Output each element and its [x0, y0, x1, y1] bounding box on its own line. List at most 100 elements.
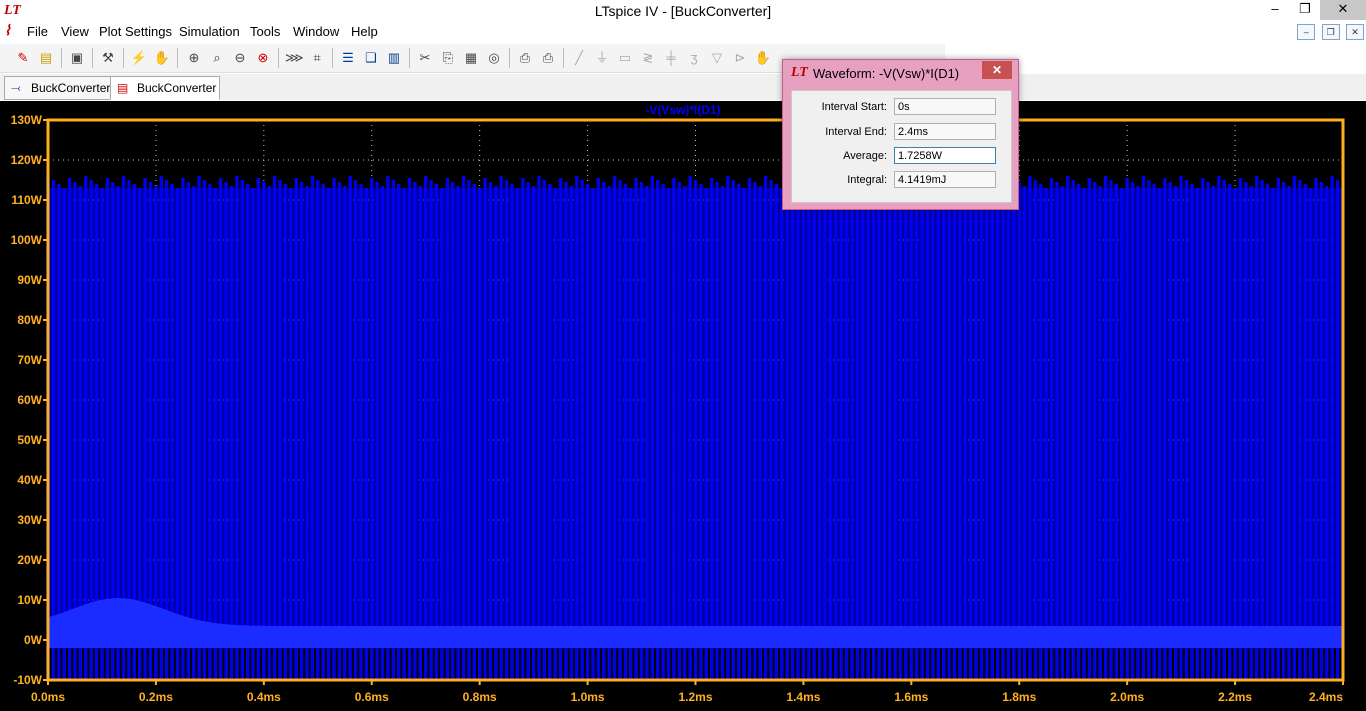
print-setup-icon[interactable]: ⎙: [519, 50, 531, 65]
menu-file[interactable]: File: [27, 24, 48, 39]
control-panel-icon[interactable]: ⚒: [102, 50, 114, 65]
interval-start-field[interactable]: 0s: [894, 98, 996, 115]
cut-icon[interactable]: ✂: [419, 50, 431, 65]
new-schematic-icon[interactable]: ✎: [17, 50, 29, 65]
y-tick-label: 50W: [17, 433, 42, 447]
average-field[interactable]: 1.7258W: [894, 147, 996, 164]
tab-label: BuckConverter: [137, 81, 217, 95]
waveform-doc-icon[interactable]: ⌇: [4, 24, 11, 39]
zoom-in-icon[interactable]: ⊕: [188, 50, 200, 65]
average-row: Average: 1.7258W: [792, 146, 1011, 168]
y-tick-label: 80W: [17, 313, 42, 327]
toolbar-separator: [332, 48, 333, 68]
run-icon[interactable]: ⚡: [130, 50, 148, 65]
y-tick-label: 0W: [24, 633, 43, 647]
inductor-icon[interactable]: ʒ: [690, 50, 698, 65]
x-tick-label: 2.0ms: [1110, 690, 1144, 704]
move-icon[interactable]: ✋: [754, 50, 772, 65]
document-tabs: ⤙ BuckConverter ▤ BuckConverter: [0, 74, 1366, 100]
y-tick-label: 20W: [17, 553, 42, 567]
interval-start-label: Interval Start:: [821, 101, 887, 113]
x-tick-label: 1.8ms: [1002, 690, 1036, 704]
trace-label[interactable]: -V(Vsw)*I(D1): [645, 103, 721, 117]
waveform-icon: ▤: [117, 81, 129, 95]
label-net-icon[interactable]: ▭: [618, 50, 632, 65]
print-icon[interactable]: ⎙: [542, 50, 554, 65]
restore-button[interactable]: ❐: [1299, 1, 1311, 16]
cascade-icon[interactable]: ❏: [365, 50, 377, 65]
toolbar-separator: [61, 48, 62, 68]
menu-tools[interactable]: Tools: [250, 24, 281, 39]
x-tick-label: 0.4ms: [247, 690, 281, 704]
menu-help[interactable]: Help: [351, 24, 378, 39]
x-tick-label: 0.8ms: [463, 690, 497, 704]
average-label: Average:: [843, 150, 887, 162]
menu-bar: ⌇ File View Plot Settings Simulation Too…: [0, 22, 1366, 42]
waveform-chart[interactable]: 0.0ms 0.2ms 0.4ms 0.6ms 0.8ms 1.0ms 1.2ms 1.4ms…: [0, 101, 1366, 711]
dialog-title-bar[interactable]: LT Waveform: -V(Vsw)*I(D1) ✕: [783, 60, 1018, 86]
interval-end-field[interactable]: 2.4ms: [894, 123, 996, 140]
paste-icon[interactable]: ▦: [464, 50, 478, 65]
mdi-close-button[interactable]: ✕: [1346, 24, 1364, 40]
menu-view[interactable]: View: [61, 24, 89, 39]
menu-simulation[interactable]: Simulation: [179, 24, 240, 39]
zoom-fit-icon[interactable]: ⊗: [257, 50, 269, 65]
close-button[interactable]: ✕: [1320, 0, 1366, 20]
toolbar-separator: [409, 48, 410, 68]
mdi-restore-button[interactable]: ❐: [1321, 24, 1340, 40]
toolbar-separator: [123, 48, 124, 68]
copy-icon[interactable]: ⎘: [442, 50, 454, 65]
autorange-icon[interactable]: ⋙: [285, 50, 304, 65]
tab-waveform[interactable]: ▤ BuckConverter: [110, 76, 220, 100]
ltspice-logo-icon: LT: [4, 3, 21, 18]
tab-schematic[interactable]: ⤙ BuckConverter: [4, 76, 114, 100]
x-tick-label: 1.2ms: [678, 690, 712, 704]
x-tick-label: 0.2ms: [139, 690, 173, 704]
y-tick-label: 90W: [17, 273, 42, 287]
title-bar: LT LTspice IV - [BuckConverter] – ❐ ✕: [0, 0, 1366, 22]
save-icon[interactable]: ▣: [70, 50, 84, 65]
y-tick-label: 120W: [11, 153, 43, 167]
diode-icon[interactable]: ▽: [712, 50, 722, 65]
ground-icon[interactable]: ⏚: [595, 50, 609, 65]
integral-field[interactable]: 4.1419mJ: [894, 171, 996, 188]
toolbar-separator: [563, 48, 564, 68]
tile-vertical-icon[interactable]: ▥: [387, 50, 401, 65]
resistor-icon[interactable]: ≷: [642, 50, 654, 65]
minimize-button[interactable]: –: [1271, 1, 1279, 16]
x-tick-label: 1.0ms: [571, 690, 605, 704]
menu-plot-settings[interactable]: Plot Settings: [99, 24, 172, 39]
toolbar-separator: [177, 48, 178, 68]
y-tick-label: 60W: [17, 393, 42, 407]
tab-label: BuckConverter: [31, 81, 111, 95]
wire-icon[interactable]: ╱: [575, 50, 583, 65]
capacitor-icon[interactable]: ╪: [666, 50, 676, 65]
waveform-plot[interactable]: 0.0ms 0.2ms 0.4ms 0.6ms 0.8ms 1.0ms 1.2ms 1.4ms…: [0, 101, 1366, 711]
y-tick-label: 70W: [17, 353, 42, 367]
dialog-close-button[interactable]: ✕: [982, 61, 1012, 79]
mdi-minimize-button[interactable]: –: [1297, 24, 1316, 40]
waveform-baseline-band: [48, 598, 1343, 648]
interval-end-label: Interval End:: [825, 126, 887, 138]
find-icon[interactable]: ◎: [488, 50, 500, 65]
y-tick-label: 10W: [17, 593, 42, 607]
dialog-title: Waveform: -V(Vsw)*I(D1): [813, 66, 960, 81]
toolbar-separator: [509, 48, 510, 68]
interval-end-row: Interval End: 2.4ms: [792, 122, 1011, 144]
open-icon[interactable]: ▤: [39, 50, 53, 65]
x-tick-label: 2.2ms: [1218, 690, 1252, 704]
y-tick-label: 40W: [17, 473, 42, 487]
halt-icon[interactable]: ✋: [153, 50, 171, 65]
pan-icon[interactable]: ⌕: [213, 50, 221, 65]
y-tick-label: 100W: [11, 233, 43, 247]
zoom-out-icon[interactable]: ⊖: [234, 50, 246, 65]
menu-window[interactable]: Window: [293, 24, 340, 39]
x-tick-label: 2.4ms: [1309, 690, 1343, 704]
dialog-body: Interval Start: 0s Interval End: 2.4ms A…: [791, 90, 1012, 203]
x-tick-label: 1.6ms: [894, 690, 928, 704]
y-tick-label: 130W: [11, 113, 43, 127]
tile-horizontal-icon[interactable]: ☰: [342, 50, 354, 65]
waveform-zoom-icon[interactable]: ⌗: [313, 50, 321, 65]
mdi-controls: – ❐ ✕: [1294, 24, 1364, 40]
component-icon[interactable]: ⊳: [734, 50, 746, 65]
